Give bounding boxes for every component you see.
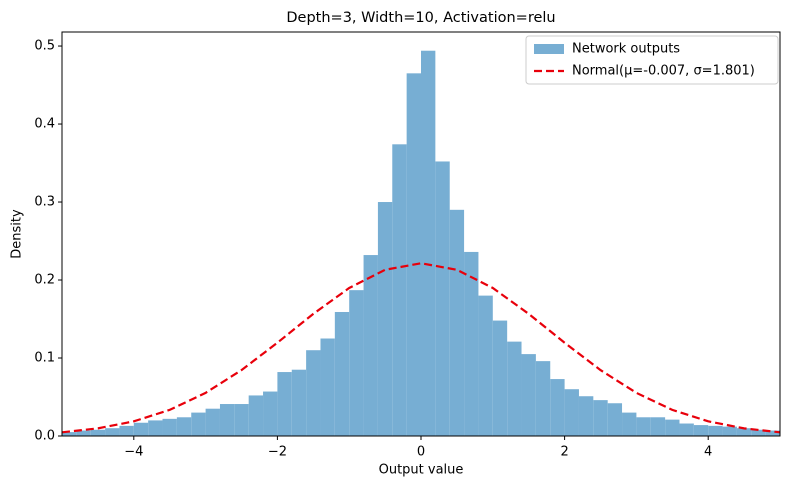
bar: [119, 425, 134, 436]
bar: [593, 400, 608, 436]
bar: [708, 425, 723, 436]
y-tick-label: 0.4: [34, 117, 55, 132]
bar: [176, 417, 192, 436]
bar: [578, 396, 594, 436]
legend-box: [525, 35, 779, 85]
bar: [736, 428, 752, 436]
bar: [679, 423, 694, 436]
legend-swatch: [534, 44, 564, 54]
bar: [650, 417, 666, 436]
bar: [363, 255, 378, 436]
bar: [148, 420, 163, 436]
bar: [219, 404, 235, 436]
bar: [277, 372, 292, 436]
x-axis-label: Output value: [379, 463, 464, 478]
bar: [76, 430, 91, 436]
bar: [693, 425, 709, 436]
bar: [550, 379, 565, 436]
y-tick-label: 0.5: [34, 39, 55, 54]
bar: [133, 422, 149, 436]
bar: [607, 403, 623, 436]
bar: [349, 290, 364, 436]
legend-label: Network outputs: [572, 42, 680, 57]
bar: [334, 311, 350, 436]
bar: [263, 391, 278, 436]
bar: [765, 430, 780, 436]
y-axis-label: Density: [10, 209, 25, 259]
bar: [535, 361, 551, 436]
chart-title: Depth=3, Width=10, Activation=relu: [286, 10, 555, 26]
x-tick-label: 4: [704, 445, 712, 460]
bar: [622, 412, 637, 436]
bar: [722, 426, 737, 436]
x-tick-label: 0: [417, 445, 425, 460]
bar: [377, 202, 393, 436]
bar: [392, 144, 407, 436]
bar: [306, 350, 321, 436]
x-tick-label: −2: [268, 445, 287, 460]
bar: [478, 295, 493, 436]
bar: [449, 209, 465, 436]
bar: [636, 417, 651, 436]
bar: [435, 161, 450, 436]
bar: [205, 408, 220, 436]
bar: [162, 418, 177, 436]
legend-label: Normal(μ=-0.007, σ=1.801): [572, 64, 755, 79]
bar: [291, 369, 307, 436]
bar: [62, 432, 77, 436]
bar: [406, 73, 421, 436]
bar: [464, 251, 479, 436]
bar: [507, 341, 522, 436]
y-tick-label: 0.2: [34, 273, 55, 288]
bar: [564, 389, 579, 436]
bar: [492, 320, 508, 436]
x-tick-label: 2: [560, 445, 568, 460]
bar: [665, 419, 680, 436]
bar: [90, 429, 106, 436]
bar: [191, 412, 206, 436]
bar: [521, 354, 536, 436]
y-tick-label: 0.3: [34, 195, 55, 210]
bar: [320, 338, 335, 436]
bar: [751, 429, 766, 436]
bar: [234, 404, 249, 436]
curve: [62, 262, 780, 434]
x-tick-label: −4: [124, 445, 143, 460]
y-tick-label: 0.0: [34, 429, 55, 444]
bar: [105, 428, 120, 436]
y-tick-label: 0.1: [34, 351, 55, 366]
bar: [248, 395, 264, 436]
bar: [421, 50, 436, 436]
